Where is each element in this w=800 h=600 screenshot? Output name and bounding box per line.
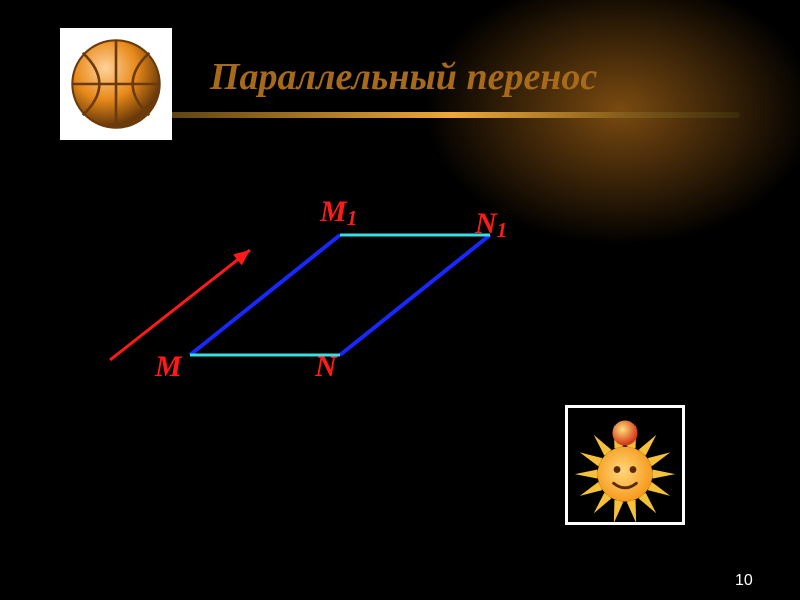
- page-number: 10: [735, 572, 753, 590]
- basketball-icon: [64, 32, 168, 136]
- label-n: N: [315, 350, 337, 384]
- sun-icon: [568, 408, 682, 522]
- label-n1: N1: [475, 207, 507, 241]
- translation-vector: [110, 250, 250, 360]
- label-m: M: [155, 350, 182, 384]
- edge-n-n1: [340, 235, 490, 355]
- slide: Параллельный перенос: [0, 0, 800, 600]
- edge-m-m1: [190, 235, 340, 355]
- slide-title: Параллельный перенос: [210, 55, 597, 99]
- sun-clipart: [565, 405, 685, 525]
- label-m1: M1: [320, 195, 357, 229]
- title-underline: [100, 112, 740, 118]
- basketball-clipart: [60, 28, 172, 140]
